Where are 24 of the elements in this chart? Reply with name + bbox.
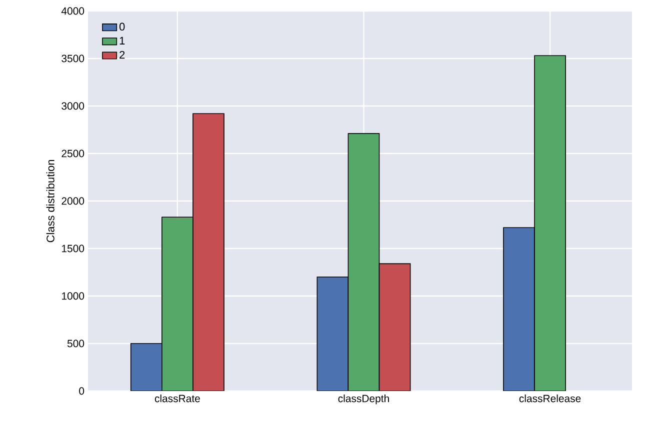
bar <box>130 343 162 391</box>
y-tick-label: 4000 <box>61 7 84 15</box>
y-tick-label: 2500 <box>62 150 84 158</box>
bar <box>316 276 349 391</box>
y-tick-label: 2000 <box>62 197 84 205</box>
y-tick-label: 3000 <box>62 102 84 110</box>
legend-label: 2 <box>120 50 125 59</box>
bar <box>348 133 380 391</box>
legend-label: 0 <box>119 22 125 31</box>
bar <box>378 263 411 391</box>
y-tick-label: 1500 <box>62 244 84 252</box>
x-tick-label: classRelease <box>519 394 581 402</box>
x-tick-label: classDepth <box>338 394 389 404</box>
bar <box>534 55 566 391</box>
y-tick-label: 3500 <box>62 54 84 62</box>
bar <box>192 113 224 391</box>
y-tick-label: 0 <box>79 387 84 395</box>
x-tick-label: classRate <box>154 394 200 402</box>
y-axis-title: Class distribution <box>46 160 54 242</box>
bar <box>503 227 535 391</box>
legend-label: 1 <box>120 36 125 44</box>
bar <box>162 216 194 391</box>
y-tick-label: 500 <box>67 340 84 348</box>
y-tick-label: 1000 <box>62 292 84 300</box>
